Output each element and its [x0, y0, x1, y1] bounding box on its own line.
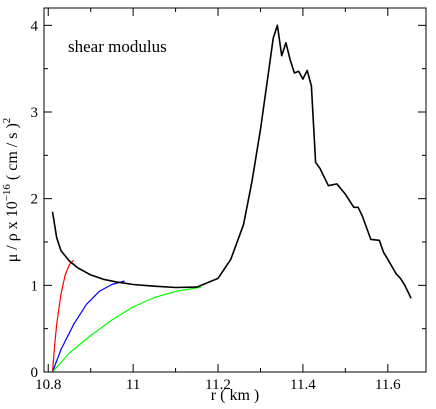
x-axis-label: r ( km )	[211, 387, 259, 404]
y-tick-label: 2	[31, 192, 39, 208]
series-layer	[51, 24, 412, 373]
series-line	[51, 259, 75, 373]
series-line	[51, 280, 125, 373]
series-line	[52, 286, 202, 373]
x-tick-label: 11.4	[290, 377, 316, 393]
plot-frame	[43, 7, 427, 373]
y-axis-label-main: μ / ρ x 10	[4, 201, 21, 262]
y-tick-label: 3	[31, 105, 39, 121]
x-tick-label: 10.8	[35, 377, 61, 393]
x-tick-label: 11.6	[375, 377, 401, 393]
y-tick-label: 1	[31, 278, 39, 294]
y-axis-label-units: ( cm / s )	[4, 123, 21, 184]
y-axis-label: μ / ρ x 10−16 ( cm / s )2	[1, 118, 21, 263]
series-line	[51, 24, 412, 299]
ticks-layer: 10.8 11 11.2 11.4 11.6 0 1 2 3 4	[31, 8, 426, 393]
chart-annotation: shear modulus	[68, 37, 167, 56]
y-axis-label-units-exponent: 2	[1, 118, 13, 124]
x-tick-label: 11.2	[205, 377, 231, 393]
y-tick-label: 4	[31, 18, 39, 34]
y-axis-label-exponent: −16	[1, 184, 13, 202]
x-tick-label: 11	[126, 377, 140, 393]
y-tick-label: 0	[31, 365, 39, 381]
